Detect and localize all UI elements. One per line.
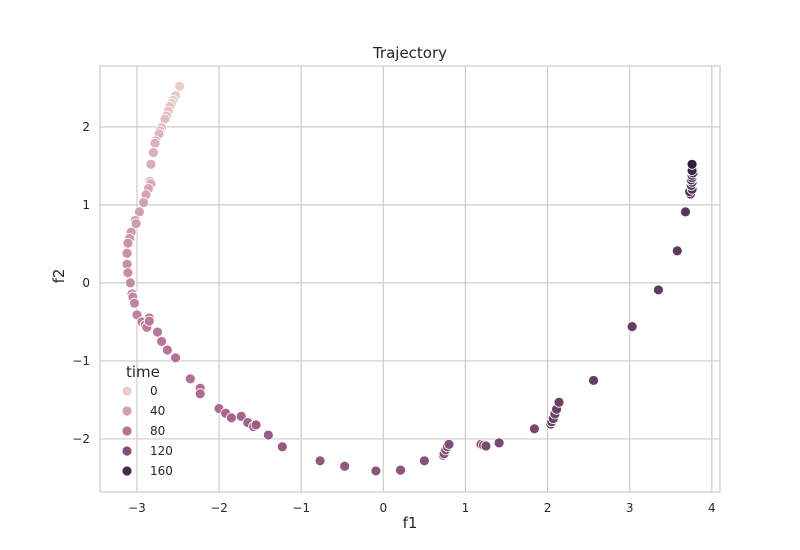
y-tick-label: 2 bbox=[82, 120, 90, 134]
data-point bbox=[250, 419, 262, 431]
x-axis-label: f1 bbox=[403, 514, 418, 532]
data-point bbox=[174, 80, 186, 92]
legend: time 0 40 80 120 160 bbox=[121, 363, 173, 478]
x-tick-label: 4 bbox=[708, 501, 716, 515]
data-point bbox=[443, 439, 455, 450]
data-points bbox=[121, 80, 699, 477]
legend-label: 160 bbox=[150, 464, 173, 478]
y-tick-labels: −2 −1 0 1 2 bbox=[72, 120, 90, 446]
legend-label: 120 bbox=[150, 444, 173, 458]
data-point bbox=[149, 137, 161, 149]
x-tick-label: 0 bbox=[379, 501, 387, 515]
data-point bbox=[124, 277, 136, 289]
chart-title: Trajectory bbox=[372, 44, 447, 62]
y-tick-label: 0 bbox=[82, 276, 90, 290]
data-point bbox=[671, 245, 683, 257]
x-tick-label: −2 bbox=[210, 501, 228, 515]
legend-marker bbox=[121, 385, 133, 397]
data-point bbox=[314, 455, 326, 467]
data-point bbox=[130, 218, 142, 230]
data-point bbox=[143, 315, 155, 327]
x-tick-labels: −3 −2 −1 0 1 2 3 4 bbox=[128, 501, 716, 515]
data-point bbox=[161, 344, 173, 356]
data-point bbox=[370, 465, 382, 477]
legend-title: time bbox=[126, 363, 160, 381]
data-point bbox=[276, 441, 288, 453]
data-point bbox=[418, 455, 430, 467]
data-point bbox=[121, 247, 133, 259]
legend-label: 40 bbox=[150, 404, 165, 418]
plot-area bbox=[100, 66, 720, 492]
x-tick-label: −3 bbox=[128, 501, 146, 515]
data-point bbox=[626, 321, 638, 332]
data-point bbox=[493, 437, 505, 449]
x-tick-label: −1 bbox=[292, 501, 310, 515]
data-point bbox=[184, 373, 196, 385]
x-tick-label: 2 bbox=[544, 501, 552, 515]
data-point bbox=[138, 197, 149, 208]
x-tick-label: 1 bbox=[462, 501, 470, 515]
data-point bbox=[147, 147, 159, 159]
grid bbox=[100, 66, 720, 492]
data-point bbox=[122, 267, 134, 279]
data-point bbox=[529, 423, 540, 435]
y-axis-label: f2 bbox=[50, 269, 68, 284]
legend-marker bbox=[121, 425, 133, 437]
data-point bbox=[152, 326, 163, 338]
data-point bbox=[134, 206, 145, 218]
x-tick-label: 3 bbox=[626, 501, 634, 515]
legend-label: 0 bbox=[150, 384, 158, 398]
data-point bbox=[680, 206, 691, 218]
y-tick-label: −1 bbox=[72, 354, 90, 368]
data-point bbox=[122, 237, 134, 249]
data-point bbox=[156, 336, 167, 347]
data-point bbox=[225, 412, 237, 424]
data-point bbox=[339, 460, 351, 472]
y-tick-label: −2 bbox=[72, 432, 90, 446]
data-point bbox=[588, 375, 599, 386]
legend-marker bbox=[121, 445, 133, 457]
data-point bbox=[262, 429, 274, 441]
data-point bbox=[129, 297, 140, 309]
data-point bbox=[686, 158, 698, 170]
plot-frame bbox=[99, 65, 721, 493]
data-point bbox=[553, 396, 565, 408]
y-tick-label: 1 bbox=[82, 198, 90, 212]
data-point bbox=[395, 464, 406, 476]
legend-marker bbox=[121, 465, 133, 477]
data-point bbox=[145, 158, 157, 170]
legend-marker bbox=[121, 405, 133, 417]
data-point bbox=[480, 440, 492, 452]
data-point bbox=[194, 388, 206, 400]
data-point bbox=[170, 352, 181, 364]
data-point bbox=[653, 284, 664, 296]
legend-label: 80 bbox=[150, 424, 165, 438]
data-point bbox=[235, 410, 247, 422]
